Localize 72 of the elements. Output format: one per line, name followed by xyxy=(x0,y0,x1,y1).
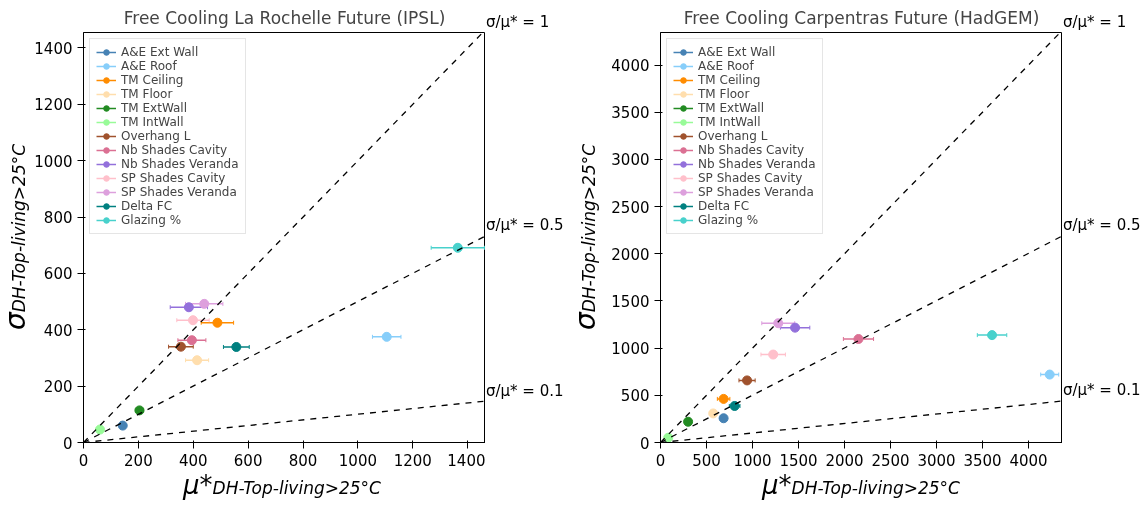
y-tick-label: 0 xyxy=(62,434,73,453)
series-label: σ/μ* = 0.1 xyxy=(486,381,564,402)
series-label: σ/μ* = 1 xyxy=(1063,12,1127,33)
y-tick-label: 400 xyxy=(43,321,73,340)
x-axis-title: μ*DH-Top-living>25°C xyxy=(183,470,381,500)
y-tick-label: 2000 xyxy=(611,245,650,264)
legend-label: Overhang L xyxy=(698,129,768,143)
x-tick-label: 3500 xyxy=(963,451,1002,470)
x-tick-label: 0 xyxy=(655,451,666,470)
legend-label: Nb Shades Cavity xyxy=(121,143,228,157)
legend-label: SP Shades Cavity xyxy=(698,171,803,185)
legend-label: TM Ceiling xyxy=(121,73,184,87)
legend-label: TM Ceiling xyxy=(698,73,761,87)
y-tick-label: 0 xyxy=(639,434,650,453)
x-tick-label: 600 xyxy=(233,451,263,470)
y-tick-label: 1000 xyxy=(34,152,73,171)
x-tick-label: 3000 xyxy=(917,451,956,470)
y-tick-label: 1400 xyxy=(34,40,73,58)
chart-title: Free Cooling La Rochelle Future (IPSL) xyxy=(123,7,446,28)
legend-label: Delta FC xyxy=(121,199,173,213)
y-axis-title: σDH-Top-living>25°C xyxy=(569,143,602,331)
series-label: σ/μ* = 0.5 xyxy=(1063,215,1141,236)
x-tick-label: 200 xyxy=(124,451,153,470)
y-tick-label: 3000 xyxy=(611,151,650,170)
legend-label: TM IntWall xyxy=(698,115,761,129)
legend-label: Nb Shades Veranda xyxy=(121,157,239,171)
legend-label: TM IntWall xyxy=(121,115,184,129)
legend-label: Delta FC xyxy=(698,199,750,213)
x-tick-label: 500 xyxy=(692,451,721,470)
legend-label: SP Shades Veranda xyxy=(121,185,237,199)
legend-label: A&E Roof xyxy=(121,59,177,73)
legend-label: Glazing % xyxy=(121,213,182,227)
x-tick-label: 1200 xyxy=(393,451,432,470)
y-tick-label: 2500 xyxy=(611,198,650,217)
y-tick-label: 200 xyxy=(43,378,73,397)
y-tick-label: 1500 xyxy=(611,292,650,311)
y-tick-label: 800 xyxy=(43,209,73,228)
legend-label: TM Floor xyxy=(121,87,173,101)
legend-label: A&E Roof xyxy=(698,59,754,73)
y-tick-label: 500 xyxy=(620,387,650,406)
y-tick-label: 4000 xyxy=(611,57,650,76)
legend-label: TM Floor xyxy=(698,87,750,101)
legend-label: SP Shades Cavity xyxy=(121,171,226,185)
y-tick-label: 1000 xyxy=(611,340,650,359)
chart-title: Free Cooling Carpentras Future (HadGEM) xyxy=(683,7,1040,28)
series-label: σ/μ* = 0.5 xyxy=(486,215,564,236)
series-label: σ/μ* = 0.1 xyxy=(1063,380,1141,401)
x-axis-title: μ*DH-Top-living>25°C xyxy=(762,470,960,500)
y-tick-label: 1200 xyxy=(34,96,73,115)
series-label: σ/μ* = 1 xyxy=(486,12,550,33)
x-tick-label: 1000 xyxy=(338,451,377,470)
x-tick-label: 400 xyxy=(178,451,208,470)
legend-label: TM ExtWall xyxy=(121,101,188,115)
x-tick-label: 1000 xyxy=(733,451,772,470)
x-tick-label: 2500 xyxy=(871,451,910,470)
legend-label: Overhang L xyxy=(121,129,191,143)
x-tick-label: 4000 xyxy=(1009,451,1048,470)
x-tick-label: 2000 xyxy=(825,451,864,470)
x-tick-label: 800 xyxy=(288,451,318,470)
legend-label: SP Shades Veranda xyxy=(698,185,814,199)
x-tick-label: 0 xyxy=(78,451,89,470)
legend-label: TM ExtWall xyxy=(698,101,765,115)
legend-label: Nb Shades Veranda xyxy=(698,157,816,171)
y-tick-label: 3500 xyxy=(611,104,650,123)
legend-label: Glazing % xyxy=(698,213,759,227)
legend-label: A&E Ext Wall xyxy=(121,45,199,59)
x-tick-label: 1400 xyxy=(447,451,486,470)
legend-label: A&E Ext Wall xyxy=(698,45,776,59)
y-axis-title: σDH-Top-living>25°C xyxy=(0,143,32,331)
legend-label: Nb Shades Cavity xyxy=(698,143,805,157)
y-tick-label: 600 xyxy=(43,265,73,284)
x-tick-label: 1500 xyxy=(779,451,818,470)
